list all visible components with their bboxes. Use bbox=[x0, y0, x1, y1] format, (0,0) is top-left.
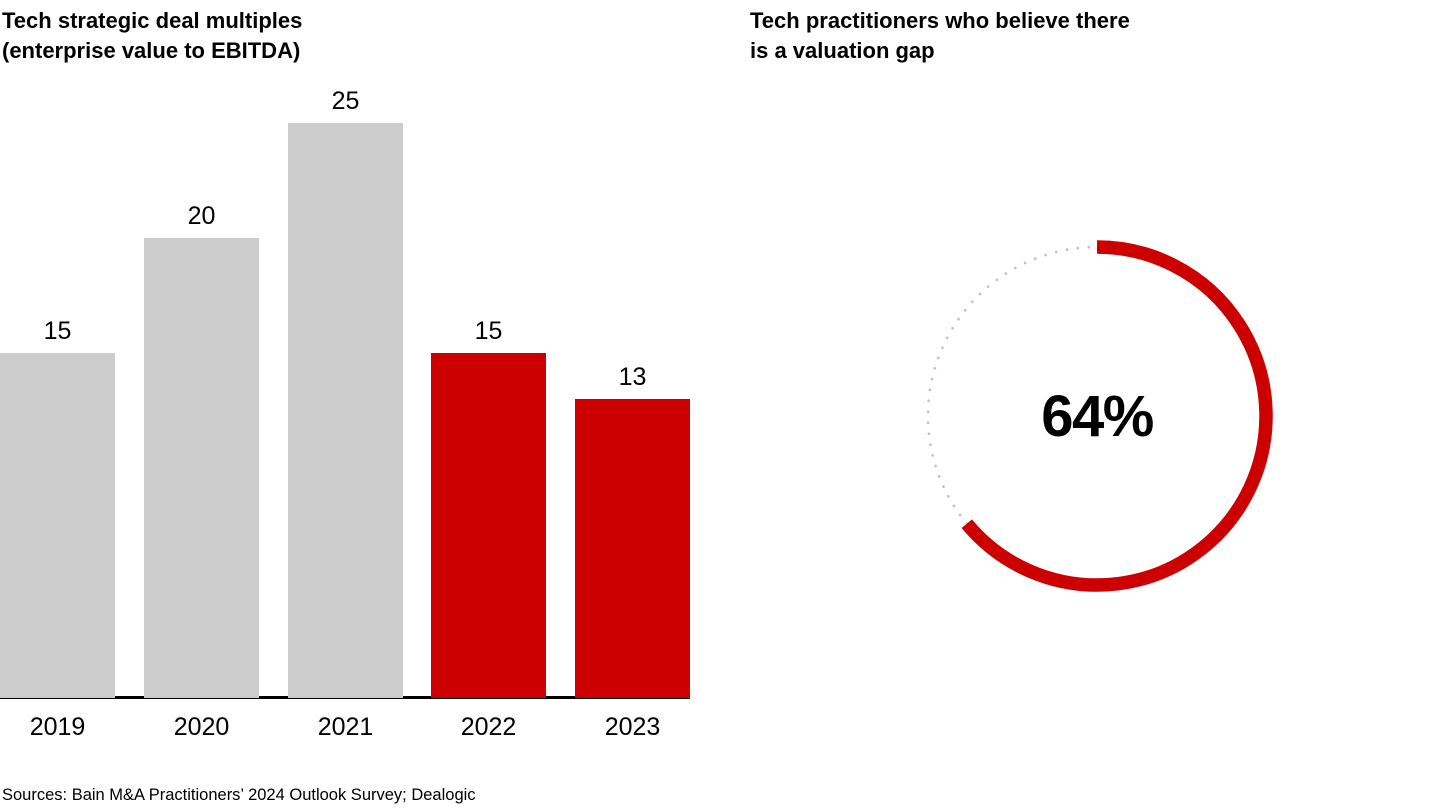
bar-chart-title-line1: Tech strategic deal multiples bbox=[2, 8, 303, 33]
donut-center-label: 64% bbox=[1041, 383, 1154, 449]
donut-chart-title-line1: Tech practitioners who believe there bbox=[750, 8, 1130, 33]
bar-2022 bbox=[431, 353, 546, 698]
x-axis-label-2022: 2022 bbox=[460, 713, 517, 741]
bar-value-label-2023: 13 bbox=[618, 363, 647, 391]
bar-2023 bbox=[575, 399, 690, 698]
donut-chart-title: Tech practitioners who believe there is … bbox=[750, 6, 1130, 66]
bar-chart-title-line2: (enterprise value to EBITDA) bbox=[2, 38, 301, 63]
bar-chart-title: Tech strategic deal multiples (enterpris… bbox=[2, 6, 302, 66]
bar-value-label-2019: 15 bbox=[43, 317, 72, 345]
x-axis-label-2021: 2021 bbox=[317, 713, 374, 741]
bar-value-label-2021: 25 bbox=[331, 87, 360, 115]
bar-2020 bbox=[144, 238, 259, 698]
bar-value-label-2022: 15 bbox=[474, 317, 503, 345]
bar-value-label-2020: 20 bbox=[187, 202, 216, 230]
donut-chart-title-line2: is a valuation gap bbox=[750, 38, 935, 63]
sources-text: Sources: Bain M&A Practitioners’ 2024 Ou… bbox=[2, 786, 476, 804]
x-axis-label-2019: 2019 bbox=[29, 713, 86, 741]
x-axis-label-2020: 2020 bbox=[173, 713, 230, 741]
donut-arc-filled bbox=[961, 240, 1273, 592]
bar-2019 bbox=[0, 353, 115, 698]
x-axis-label-2023: 2023 bbox=[604, 713, 661, 741]
bar-chart: 15 2019 20 2020 25 2021 15 2022 13 2023 bbox=[0, 0, 690, 810]
bar-2021 bbox=[288, 123, 403, 698]
donut-chart bbox=[926, 240, 1273, 592]
